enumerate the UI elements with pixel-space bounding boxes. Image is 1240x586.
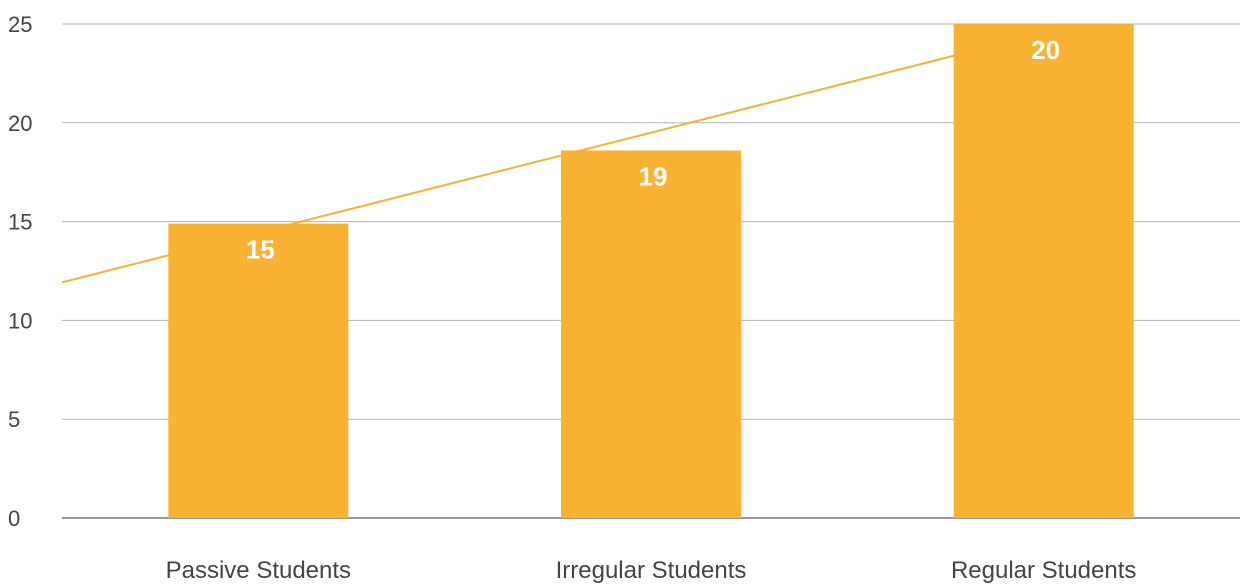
category-labels: Passive Students Irregular Students Regula… xyxy=(166,557,1137,584)
y-tick-label: 10 xyxy=(8,308,32,333)
category-label: Passive Students xyxy=(166,557,351,584)
bar-data-label: 15 xyxy=(246,235,275,265)
trendline xyxy=(61,23,1079,284)
bar xyxy=(168,223,349,519)
trendline-group xyxy=(61,23,1079,284)
bar-data-label: 19 xyxy=(639,161,668,191)
y-tick-label: 15 xyxy=(8,210,32,235)
bar-data-label: 20 xyxy=(1031,35,1060,65)
bar xyxy=(561,150,741,519)
category-label: Regular Students xyxy=(951,557,1136,584)
data-labels: 15 19 20 xyxy=(246,35,1060,265)
y-tick-label: 0 xyxy=(8,506,20,531)
bars xyxy=(168,24,1134,519)
bar xyxy=(953,24,1134,518)
category-label: Irregular Students xyxy=(556,557,747,584)
y-tick-label: 20 xyxy=(8,111,32,136)
y-axis-ticks: 0 5 10 15 20 25 xyxy=(8,12,32,531)
y-tick-label: 5 xyxy=(8,407,20,432)
y-tick-label: 25 xyxy=(8,12,32,37)
